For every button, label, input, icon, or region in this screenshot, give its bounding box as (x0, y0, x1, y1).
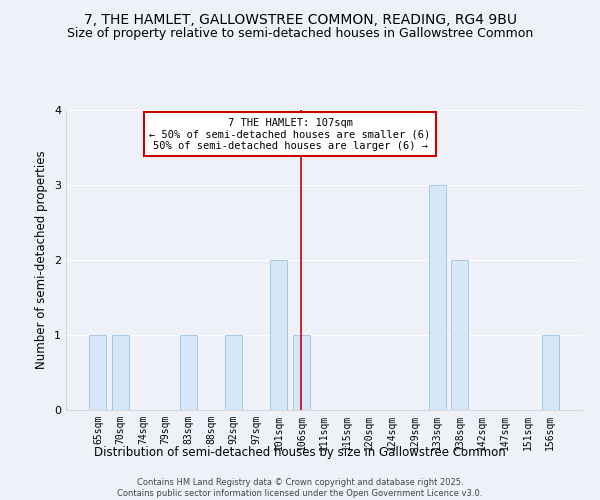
Bar (112, 335, 129, 410)
Bar (89, 335, 106, 410)
Bar (428, 185, 446, 410)
Text: 7, THE HAMLET, GALLOWSTREE COMMON, READING, RG4 9BU: 7, THE HAMLET, GALLOWSTREE COMMON, READI… (83, 12, 517, 26)
Text: Distribution of semi-detached houses by size in Gallowstree Common: Distribution of semi-detached houses by … (94, 446, 506, 459)
Text: 7 THE HAMLET: 107sqm
← 50% of semi-detached houses are smaller (6)
50% of semi-d: 7 THE HAMLET: 107sqm ← 50% of semi-detac… (149, 118, 431, 150)
Bar (225, 335, 242, 410)
Bar (542, 335, 559, 410)
Y-axis label: Number of semi-detached properties: Number of semi-detached properties (35, 150, 49, 370)
Text: Contains HM Land Registry data © Crown copyright and database right 2025.
Contai: Contains HM Land Registry data © Crown c… (118, 478, 482, 498)
Bar (451, 260, 468, 410)
Bar (271, 260, 287, 410)
Text: Size of property relative to semi-detached houses in Gallowstree Common: Size of property relative to semi-detach… (67, 28, 533, 40)
Bar (293, 335, 310, 410)
Bar (180, 335, 197, 410)
